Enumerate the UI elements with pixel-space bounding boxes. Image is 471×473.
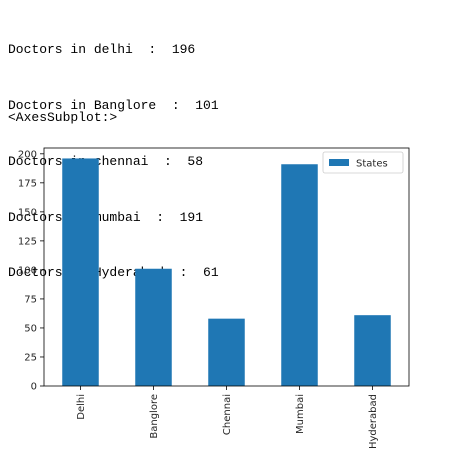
legend-box bbox=[322, 151, 404, 174]
y-tick-label: 0 bbox=[31, 382, 37, 393]
x-tick-label-chennai: Chennai bbox=[222, 394, 233, 435]
output-line-chennai: Doctors in chennai : 58 bbox=[8, 153, 204, 169]
y-tick-label: 125 bbox=[18, 236, 37, 247]
y-tick-label: 175 bbox=[18, 178, 37, 189]
y-tick-label: 200 bbox=[18, 149, 37, 160]
bar-delhi bbox=[62, 158, 99, 386]
bar-hyderabad bbox=[354, 315, 391, 386]
x-tick-label-banglore: Banglore bbox=[149, 394, 160, 439]
y-tick-label: 75 bbox=[24, 294, 37, 305]
y-tick-label: 150 bbox=[18, 207, 37, 218]
bar-mumbai bbox=[281, 164, 318, 386]
axes-repr: <AxesSubplot:> bbox=[8, 110, 118, 125]
output-line-delhi: Doctors in delhi : 196 bbox=[8, 42, 196, 58]
y-tick-label: 25 bbox=[24, 352, 37, 363]
y-tick-label: 50 bbox=[24, 323, 37, 334]
y-tick-label: 100 bbox=[18, 265, 37, 276]
bar-banglore bbox=[135, 268, 172, 386]
x-tick-label-delhi: Delhi bbox=[76, 394, 87, 420]
bar-chennai bbox=[208, 318, 245, 386]
x-tick-label-hyderabad: Hyderabad bbox=[368, 394, 379, 449]
legend-swatch bbox=[329, 159, 349, 166]
output-line-banglore: Doctors in Banglore : 101 bbox=[8, 97, 219, 113]
legend-label: States bbox=[356, 159, 388, 170]
x-tick-label-mumbai: Mumbai bbox=[295, 394, 306, 434]
bar-chart: 0 25 50 75 100 125 150 175 200 Delhi Banglore Chenn… bbox=[18, 147, 410, 449]
